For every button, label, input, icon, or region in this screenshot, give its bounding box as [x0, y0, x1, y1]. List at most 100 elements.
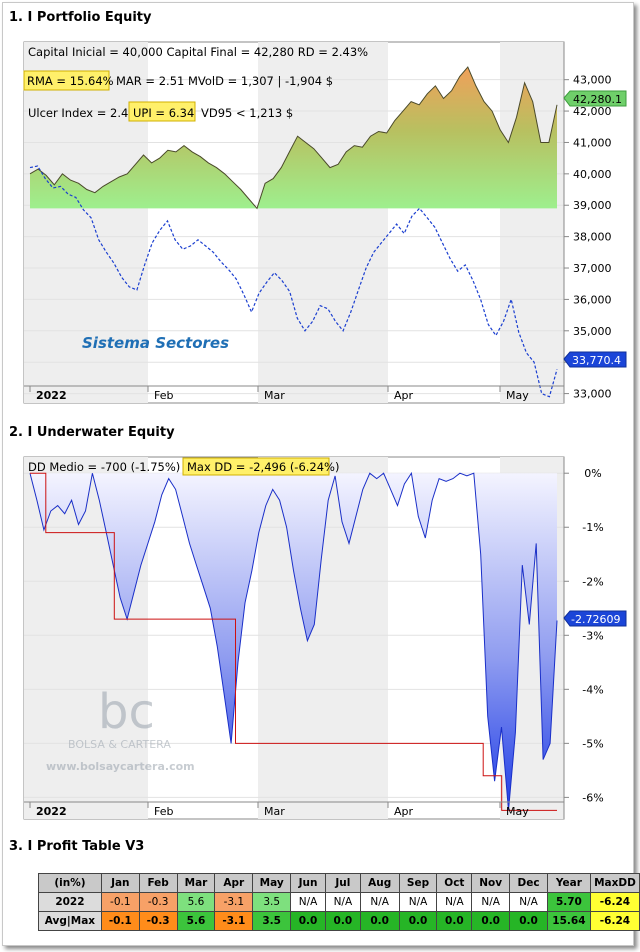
drawdown-area-fill — [30, 473, 557, 811]
profit-cell: 0.0 — [398, 911, 438, 931]
equity-ytick-label: 41,000 — [573, 136, 612, 149]
profit-cell: 0.0 — [324, 911, 361, 931]
bolsa-cartera-logo: bc BOLSA & CARTERA www.bolsaycartera.com — [46, 684, 195, 773]
equity-band-jan — [24, 42, 148, 403]
uw-dd-medio: DD Medio = -700 (-1.75%) — [28, 460, 180, 474]
profit-col-header: Aug — [359, 873, 400, 893]
equity-ytick-label: 39,000 — [573, 199, 612, 212]
profit-cell: -0.3 — [138, 911, 178, 931]
profit-cell: N/A — [509, 892, 548, 912]
profit-col-header: Nov — [471, 873, 511, 893]
profit-table-row: 2022 -0.1 -0.3 5.6 -3.1 3.5 N/A N/A N/A N/A N/A N/A… — [38, 892, 640, 912]
profit-table-row: Avg|Max -0.1 -0.3 5.6 -3.1 3.5 0.0 0.0 0.0 0.0 0.0… — [38, 911, 640, 931]
underwater-section-title: 2. I Underwater Equity — [9, 425, 175, 440]
svg-text:www.bolsaycartera.com: www.bolsaycartera.com — [46, 760, 195, 773]
profit-row-label: 2022 — [38, 892, 102, 912]
profit-cell: N/A — [359, 892, 400, 912]
profit-col-header: Jul — [324, 873, 361, 893]
profit-col-header: Feb — [138, 873, 178, 893]
equity-vd95: VD95 < 1,213 $ — [201, 106, 293, 120]
equity-ytick-label: 33,000 — [573, 388, 612, 401]
profit-col-header: Jan — [100, 873, 140, 893]
equity-ytick-label: 40,000 — [573, 168, 612, 181]
profit-cell: -6.24 — [589, 911, 640, 931]
profit-col-header: Apr — [214, 873, 254, 893]
uw-ytick-label: -4% — [582, 683, 603, 696]
underwater-chart: 0% -1% -2% -3% -4% -5% -6% 2022 Feb Mar Apr May DD… — [23, 456, 627, 820]
equity-ytick-label: 38,000 — [573, 231, 612, 244]
upi-highlight — [128, 101, 196, 122]
uw-ytick-label: -2% — [582, 575, 603, 588]
equity-ytick-label: 37,000 — [573, 262, 612, 275]
profit-col-header: May — [252, 873, 292, 893]
equity-ulcer: Ulcer Index = 2.47 — [28, 106, 136, 120]
equity-xtick-label: Mar — [264, 389, 285, 402]
equity-ytick-label: 35,000 — [573, 325, 612, 338]
svg-text:42,280.1: 42,280.1 — [573, 93, 622, 106]
profit-cell: N/A — [290, 892, 326, 912]
profit-col-header: Oct — [436, 873, 473, 893]
equity-upi: UPI = 6.34 — [133, 106, 194, 120]
system-watermark: Sistema Sectores — [82, 334, 229, 352]
profit-row-label: Avg|Max — [38, 911, 102, 931]
equity-stat-line1: Capital Inicial = 40,000 Capital Final =… — [28, 45, 368, 59]
profit-col-header: MaxDD — [589, 873, 640, 893]
uw-xtick-label: Feb — [154, 805, 173, 818]
profit-col-header: Jun — [290, 873, 326, 893]
profit-cell: 5.6 — [176, 911, 216, 931]
uw-xtick-label: Apr — [394, 805, 414, 818]
profit-cell: N/A — [324, 892, 361, 912]
profit-cell: 5.6 — [176, 892, 216, 912]
profit-cell: 3.5 — [252, 892, 292, 912]
equity-line — [29, 66, 558, 210]
profit-cell: -0.3 — [138, 892, 178, 912]
profit-cell: -0.1 — [100, 911, 140, 931]
profit-cell: 5.70 — [546, 892, 591, 912]
equity-xtick-label: Apr — [394, 389, 414, 402]
profit-cell: N/A — [436, 892, 473, 912]
equity-ytick-label: 42,000 — [573, 105, 612, 118]
profit-cell: 0.0 — [436, 911, 473, 931]
uw-last-value-tag: -2.72609 — [563, 610, 627, 627]
equity-xtick-label: Feb — [154, 389, 173, 402]
profit-col-header: Year — [546, 873, 591, 893]
profit-section-title: 3. I Profit Table V3 — [9, 839, 145, 854]
max-dd-line — [30, 472, 557, 811]
profit-cell: 0.0 — [359, 911, 400, 931]
equity-xtick-label: 2022 — [36, 389, 67, 402]
equity-xtick-label: May — [506, 389, 529, 402]
profit-cell: -0.1 — [100, 892, 140, 912]
profit-col-header: Dec — [509, 873, 548, 893]
profit-cell: 0.0 — [509, 911, 548, 931]
profit-cell: 0.0 — [471, 911, 511, 931]
svg-text:bc: bc — [98, 684, 155, 740]
equity-stat-line2: MAR = 2.51 MVolD = 1,307 | -1,904 $ — [116, 74, 333, 88]
drawdown-line — [29, 471, 558, 811]
equity-chart: 43,000 42,000 41,000 40,000 39,000 38,000 37,0… — [23, 41, 627, 404]
profit-cell: -3.1 — [214, 892, 254, 912]
uw-ytick-label: -6% — [582, 791, 603, 804]
uw-xtick-label: 2022 — [36, 805, 67, 818]
uw-max-dd: Max DD = -2,496 (-6.24%) — [187, 460, 339, 474]
profit-col-header: Mar — [176, 873, 216, 893]
profit-cell: N/A — [471, 892, 511, 912]
equity-rma: RMA = 15.64% — [27, 74, 114, 88]
max-dd-highlight — [182, 457, 330, 476]
equity-band-mar — [258, 42, 388, 403]
benchmark-line — [29, 165, 558, 398]
profit-cell: -3.1 — [214, 911, 254, 931]
uw-xtick-label: May — [506, 805, 529, 818]
equity-section-title: 1. I Portfolio Equity — [9, 10, 152, 25]
profit-cell: 3.5 — [252, 911, 292, 931]
profit-col-header: Sep — [398, 873, 438, 893]
profit-cell: -6.24 — [589, 892, 640, 912]
equity-ytick-label: 43,000 — [573, 74, 612, 87]
uw-ytick-label: -1% — [582, 521, 603, 534]
benchmark-last-value-tag: 33,770.4 — [563, 351, 627, 368]
profit-cell: N/A — [398, 892, 438, 912]
equity-ytick-label: 36,000 — [573, 293, 612, 306]
profit-table: (in%) Jan Feb Mar Apr May Jun Jul Aug Sep Oct Nov De… — [38, 873, 640, 931]
uw-ytick-label: 0% — [584, 467, 601, 480]
svg-text:33,770.4: 33,770.4 — [572, 354, 621, 367]
profit-cell: 0.0 — [290, 911, 326, 931]
